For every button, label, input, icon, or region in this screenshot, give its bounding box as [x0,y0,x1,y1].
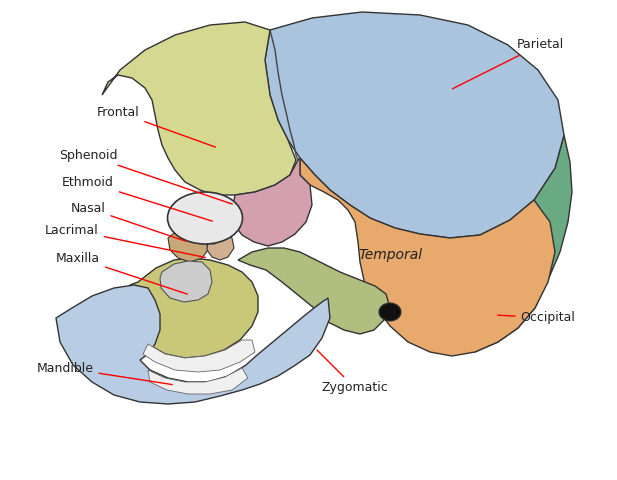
Text: Maxilla: Maxilla [56,252,188,294]
Text: Temporal: Temporal [358,248,422,262]
Polygon shape [474,135,572,352]
Text: Nasal: Nasal [70,202,185,241]
Ellipse shape [379,303,401,321]
Polygon shape [232,158,312,246]
Text: Ethmoid: Ethmoid [62,176,212,221]
Polygon shape [102,22,296,195]
Text: Occipital: Occipital [498,312,576,324]
Polygon shape [160,261,212,302]
Polygon shape [143,340,255,372]
Text: Zygomatic: Zygomatic [317,350,388,395]
Ellipse shape [167,192,242,244]
Text: Frontal: Frontal [97,106,215,147]
Polygon shape [56,285,330,404]
Polygon shape [238,248,390,334]
Text: Parietal: Parietal [452,38,563,89]
Polygon shape [148,368,248,394]
Polygon shape [265,12,564,238]
Polygon shape [126,258,258,358]
Text: Sphenoid: Sphenoid [59,148,233,204]
Polygon shape [300,158,555,356]
Polygon shape [207,233,234,260]
Text: Lacrimal: Lacrimal [45,224,205,257]
Polygon shape [196,216,226,244]
Polygon shape [168,228,208,262]
Text: Mandible: Mandible [36,361,172,384]
